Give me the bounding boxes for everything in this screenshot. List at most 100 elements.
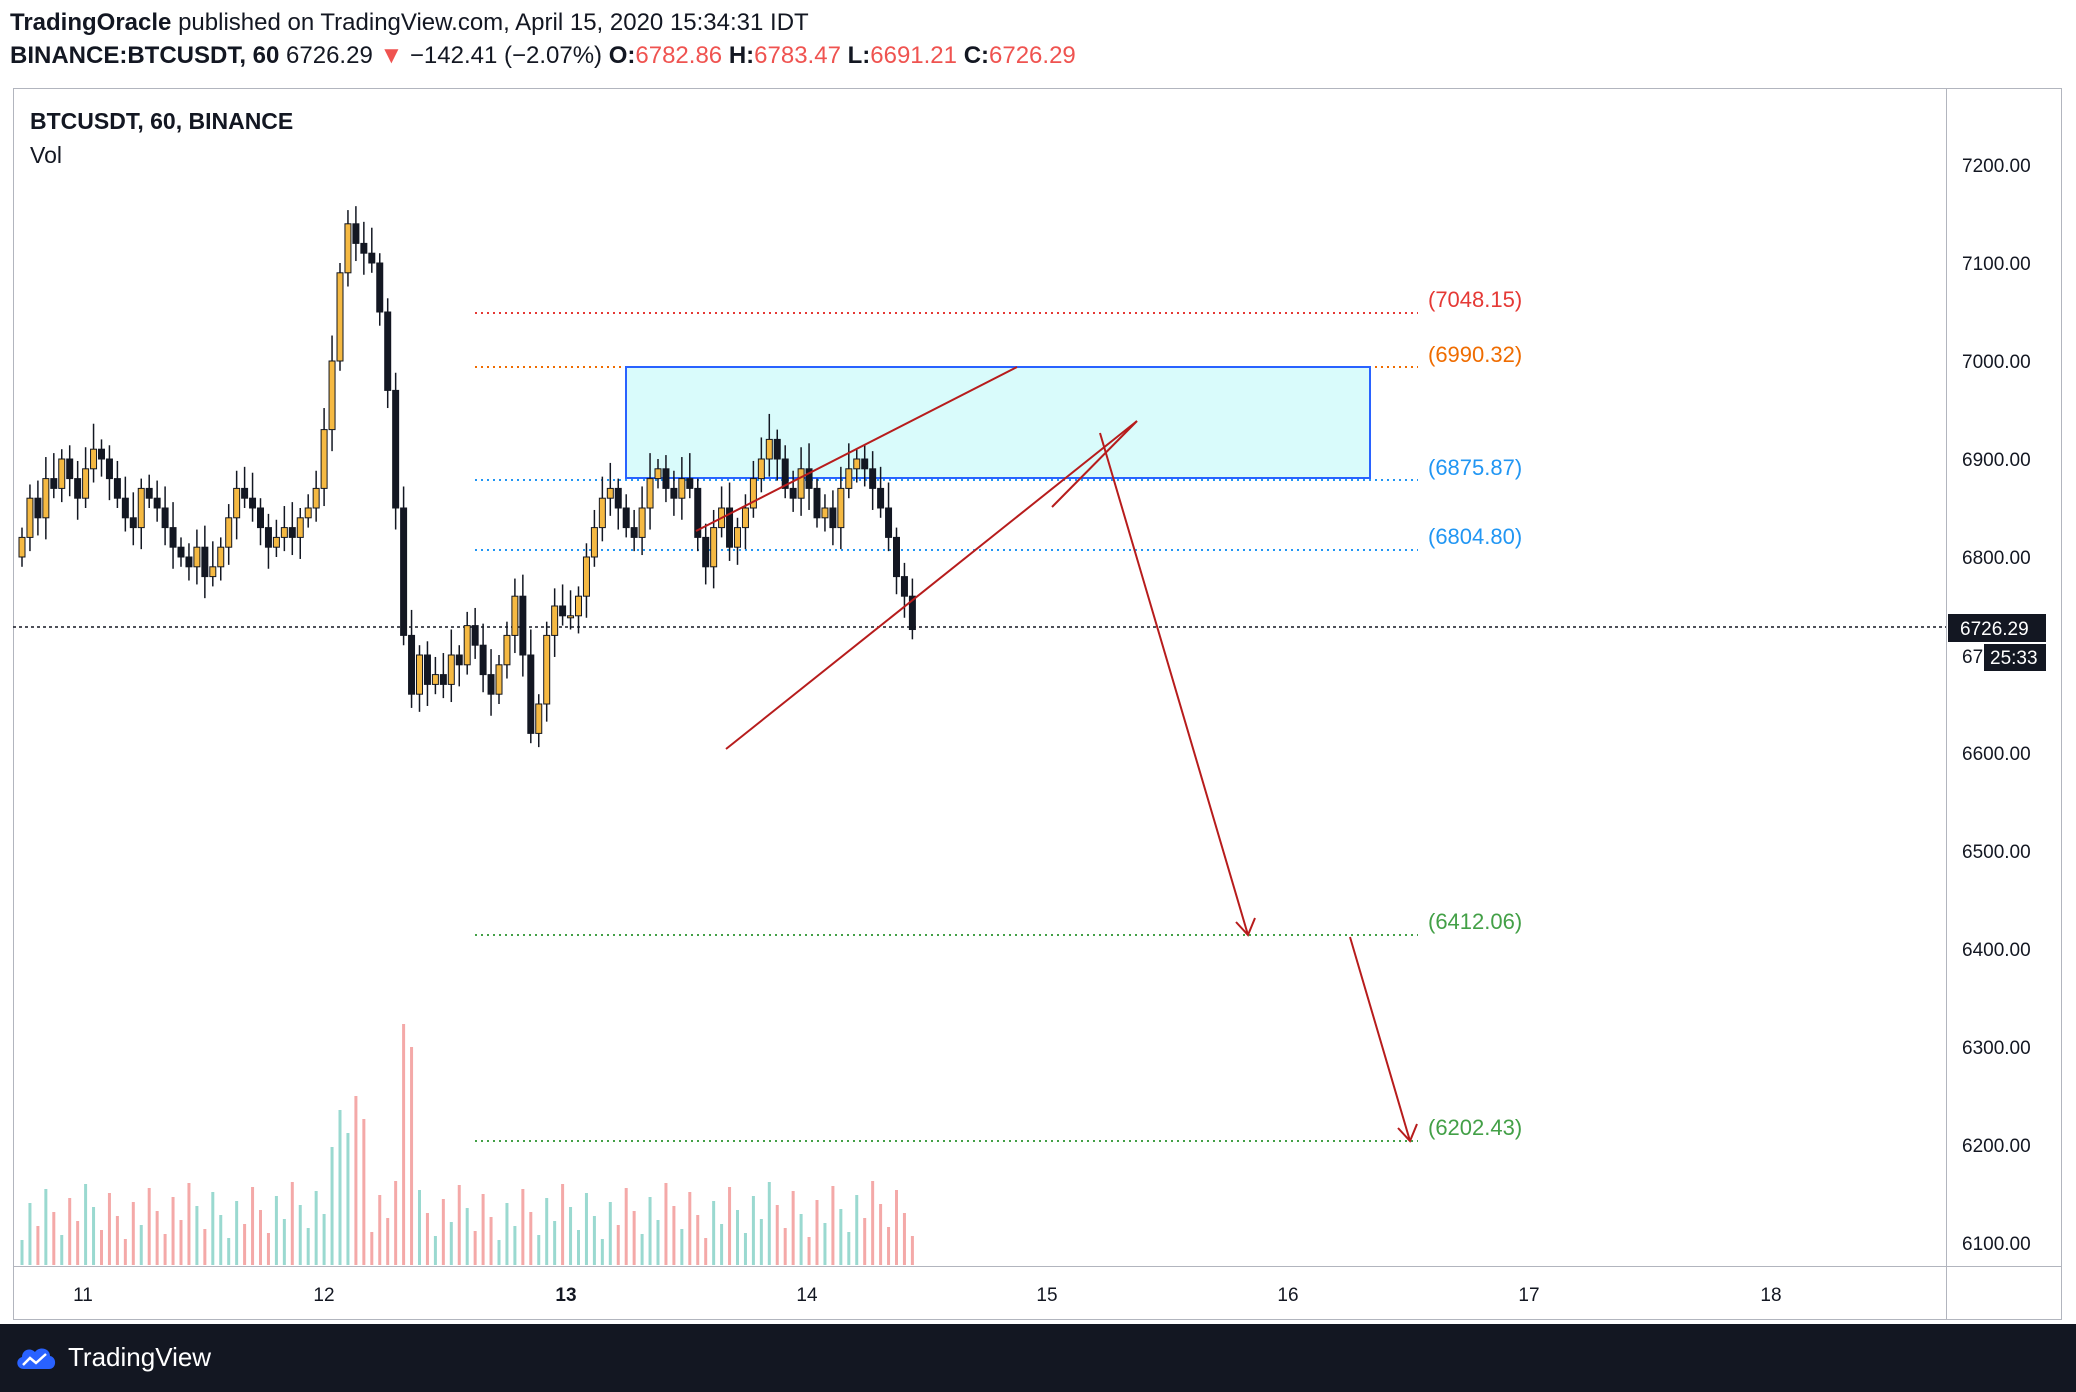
- volume-bar: [489, 1217, 493, 1265]
- volume-bar: [44, 1189, 48, 1265]
- volume-bar: [251, 1187, 255, 1265]
- candle-body: [646, 478, 654, 509]
- time-label: 11: [73, 1285, 93, 1306]
- published-text: published on TradingView.com, April 15, …: [178, 9, 809, 36]
- candle-body: [193, 546, 201, 568]
- candle-body: [408, 634, 416, 695]
- price-axis[interactable]: 7200.00 7100.00 7000.00 6900.00 6800.00 …: [1962, 156, 2031, 1255]
- candle-body: [670, 487, 678, 499]
- open-value: 6782.86: [635, 42, 723, 69]
- volume-bar: [767, 1182, 771, 1265]
- volume-bar: [577, 1230, 580, 1265]
- author-name[interactable]: TradingOracle: [10, 9, 172, 36]
- candle-body: [503, 634, 511, 666]
- volume-bar: [314, 1191, 318, 1265]
- candle-body: [392, 389, 400, 509]
- volume-bar: [449, 1222, 453, 1265]
- volume-bar: [92, 1207, 96, 1265]
- volume-bar: [378, 1195, 382, 1265]
- candle-body: [908, 595, 916, 631]
- candle-body: [400, 507, 408, 636]
- level-label-6875: (6875.87): [1428, 455, 1522, 480]
- volume-bar: [441, 1199, 445, 1265]
- trend-drawings[interactable]: [695, 366, 1418, 1143]
- partial-price-label: 67: [1962, 647, 1983, 668]
- volume-bar: [227, 1238, 231, 1265]
- candle-body: [90, 448, 98, 470]
- volume-bar: [203, 1229, 207, 1265]
- volume-bar: [592, 1216, 596, 1265]
- candle-body: [177, 546, 185, 558]
- wedge-lower-line: [725, 420, 1138, 750]
- candle-body: [296, 517, 304, 538]
- volume-bar: [354, 1096, 358, 1265]
- candle-body: [535, 703, 543, 734]
- tradingview-logo[interactable]: TradingView: [14, 1342, 211, 1373]
- chart-frame[interactable]: [13, 88, 2062, 1320]
- level-labels: (7048.15) (6990.32) (6875.87) (6804.80) …: [1428, 287, 1522, 1140]
- price-tick: 6400.00: [1962, 940, 2031, 961]
- volume-bar: [855, 1195, 859, 1265]
- volume-bar: [219, 1215, 223, 1265]
- candle-body: [249, 497, 257, 509]
- candle-body: [527, 654, 535, 734]
- last-price: 6726.29: [286, 42, 373, 69]
- volume-bar: [823, 1223, 827, 1265]
- legend-indicator: Vol: [30, 142, 62, 168]
- high-value: 6783.47: [754, 42, 841, 69]
- candle-body: [328, 360, 336, 431]
- volume-bar: [410, 1047, 414, 1265]
- current-price-badge: [1948, 614, 2046, 642]
- close-value: 6726.29: [989, 42, 1076, 69]
- chart-legend[interactable]: BTCUSDT, 60, BINANCE Vol: [30, 104, 293, 172]
- candle-body: [18, 536, 26, 558]
- volume-bar: [322, 1214, 326, 1265]
- price-tick: 6200.00: [1962, 1136, 2031, 1157]
- volume-bar: [28, 1203, 32, 1265]
- time-label: 12: [313, 1285, 334, 1306]
- price-tick: 6500.00: [1962, 842, 2031, 863]
- time-label: 14: [796, 1285, 818, 1306]
- volume-bar: [902, 1213, 906, 1265]
- legend-symbol: BTCUSDT, 60, BINANCE: [30, 108, 294, 134]
- candle-body: [471, 625, 479, 646]
- volume-bar: [879, 1204, 883, 1265]
- volume-bar: [370, 1232, 374, 1265]
- volume-bar: [910, 1236, 914, 1265]
- volume-bar: [561, 1184, 565, 1265]
- candle-body: [113, 478, 121, 499]
- volume-bar: [569, 1207, 573, 1265]
- volume-bar: [680, 1229, 684, 1265]
- volume-bar: [123, 1239, 127, 1265]
- candle-body: [26, 497, 34, 538]
- price-tick: 6100.00: [1962, 1234, 2031, 1255]
- volume-bar: [290, 1182, 294, 1265]
- volume-bar: [457, 1185, 461, 1265]
- volume-bar: [751, 1196, 755, 1265]
- time-axis[interactable]: 11 12 13 14 15 16 17 18: [73, 1285, 1781, 1306]
- price-tick: 6300.00: [1962, 1038, 2031, 1059]
- candle-body: [813, 487, 821, 519]
- down-triangle-icon: ▼: [379, 42, 404, 69]
- volume-bar: [481, 1194, 485, 1265]
- candle-body: [654, 468, 662, 480]
- candle-body: [741, 507, 749, 529]
- volume-bar: [656, 1220, 660, 1265]
- volume-bar: [584, 1193, 588, 1265]
- candle-body: [416, 654, 423, 695]
- volume-bar: [418, 1190, 421, 1265]
- candle-body: [869, 468, 877, 489]
- candle-body: [463, 625, 471, 666]
- candle-body: [439, 674, 447, 685]
- volume-bar: [497, 1240, 501, 1265]
- candle-body: [153, 497, 161, 509]
- candle-body: [376, 262, 384, 313]
- low-value: 6691.21: [870, 42, 958, 69]
- candle-body: [614, 487, 622, 509]
- candle-body: [726, 507, 734, 548]
- volume-bar: [529, 1212, 533, 1265]
- volume-bar: [648, 1197, 652, 1265]
- candle-body: [773, 438, 781, 460]
- chart-header: TradingOracle published on TradingView.c…: [10, 6, 2066, 76]
